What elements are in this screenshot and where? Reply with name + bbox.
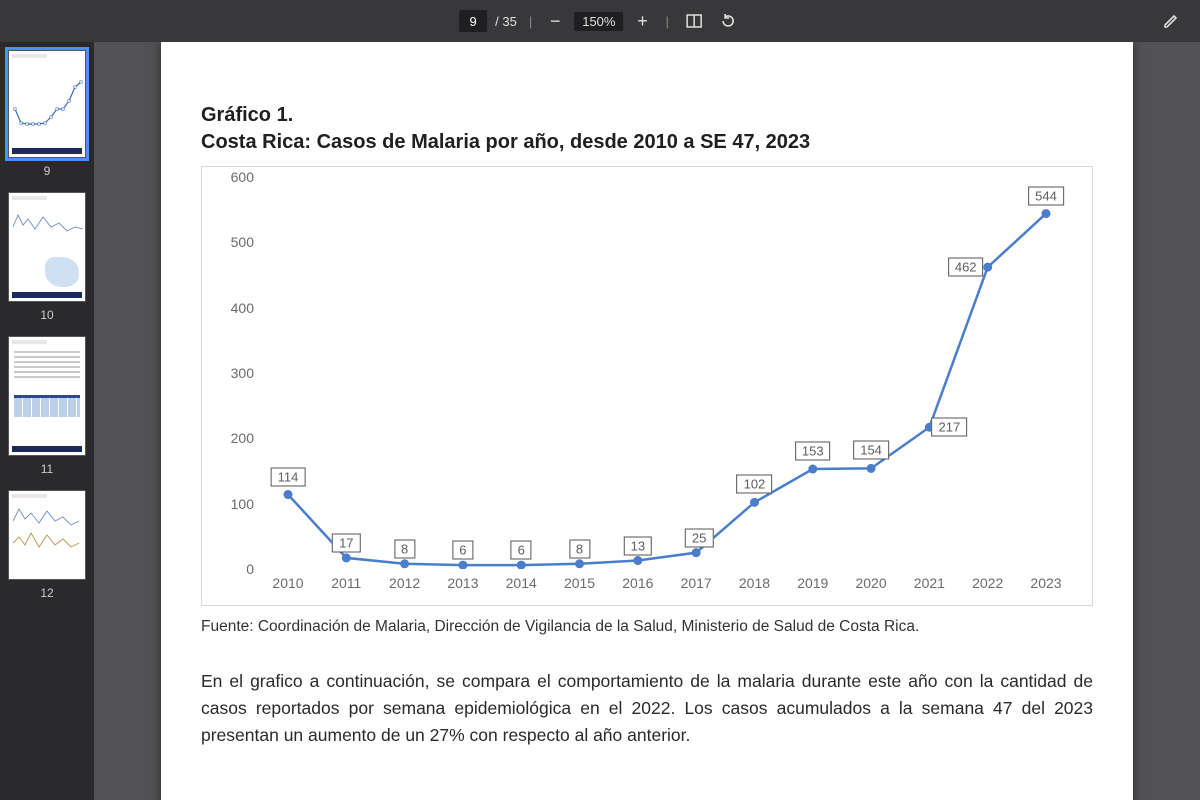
x-tick-label: 2022 xyxy=(972,569,1003,591)
x-tick-label: 2020 xyxy=(855,569,886,591)
data-label: 462 xyxy=(948,258,984,277)
y-tick-label: 500 xyxy=(231,234,262,250)
x-tick-label: 2010 xyxy=(272,569,303,591)
data-label: 217 xyxy=(932,418,968,437)
data-label: 102 xyxy=(737,475,773,494)
x-tick-label: 2016 xyxy=(622,569,653,591)
body-paragraph: En el grafico a continuación, se compara… xyxy=(201,668,1093,749)
data-label: 153 xyxy=(795,442,831,461)
thumbnail-page-9[interactable] xyxy=(8,50,86,158)
y-tick-label: 400 xyxy=(231,300,262,316)
x-tick-label: 2018 xyxy=(739,569,770,591)
page-total: / 35 xyxy=(495,14,517,29)
x-tick-label: 2013 xyxy=(447,569,478,591)
rotate-icon[interactable] xyxy=(715,8,741,34)
y-tick-label: 100 xyxy=(231,496,262,512)
document-page: Gráfico 1. Costa Rica: Casos de Malaria … xyxy=(161,42,1133,800)
toolbar-separator: | xyxy=(529,14,532,29)
thumbnail-label: 10 xyxy=(40,308,53,322)
zoom-out-button[interactable]: − xyxy=(544,10,566,32)
edit-icon[interactable] xyxy=(1158,8,1184,34)
x-tick-label: 2011 xyxy=(331,569,361,591)
pdf-toolbar: / 35 | − 150% + | xyxy=(0,0,1200,42)
zoom-level: 150% xyxy=(574,12,623,31)
thumbnail-label: 11 xyxy=(41,462,53,476)
x-tick-label: 2015 xyxy=(564,569,595,591)
thumbnail-page-11[interactable] xyxy=(8,336,86,456)
zoom-in-button[interactable]: + xyxy=(631,10,653,32)
x-tick-label: 2017 xyxy=(681,569,712,591)
data-label: 25 xyxy=(685,528,713,547)
data-label: 8 xyxy=(569,539,590,558)
x-tick-label: 2019 xyxy=(797,569,828,591)
toolbar-separator: | xyxy=(665,14,668,29)
thumbnail-page-10[interactable] xyxy=(8,192,86,302)
thumbnail-sidebar[interactable]: 9 10 11 12 xyxy=(0,42,94,800)
line-chart xyxy=(262,177,1072,569)
page-viewport[interactable]: Gráfico 1. Costa Rica: Casos de Malaria … xyxy=(94,42,1200,800)
chart-title: Gráfico 1. Costa Rica: Casos de Malaria … xyxy=(201,102,1093,156)
x-tick-label: 2021 xyxy=(914,569,945,591)
fit-page-icon[interactable] xyxy=(681,8,707,34)
y-tick-label: 600 xyxy=(231,169,262,185)
x-tick-label: 2023 xyxy=(1030,569,1061,591)
data-label: 13 xyxy=(624,536,652,555)
chart-source: Fuente: Coordinación de Malaria, Direcci… xyxy=(201,618,1093,636)
chart-container: 0 100 200 300 400 500 600 2010 2011 2012 2013 2014 2… xyxy=(201,166,1093,606)
data-label: 154 xyxy=(853,441,889,460)
y-tick-label: 0 xyxy=(246,561,262,577)
data-label: 8 xyxy=(394,539,415,558)
data-label: 17 xyxy=(332,533,360,552)
thumbnail-page-12[interactable] xyxy=(8,490,86,580)
y-tick-label: 300 xyxy=(231,365,262,381)
thumbnail-label: 9 xyxy=(44,164,51,178)
y-tick-label: 200 xyxy=(231,430,262,446)
data-label: 6 xyxy=(452,541,473,560)
x-tick-label: 2014 xyxy=(506,569,537,591)
data-label: 114 xyxy=(271,467,306,486)
page-number-input[interactable] xyxy=(459,10,487,32)
thumbnail-label: 12 xyxy=(40,586,53,600)
data-label: 6 xyxy=(511,541,532,560)
data-label: 544 xyxy=(1028,186,1064,205)
x-tick-label: 2012 xyxy=(389,569,420,591)
